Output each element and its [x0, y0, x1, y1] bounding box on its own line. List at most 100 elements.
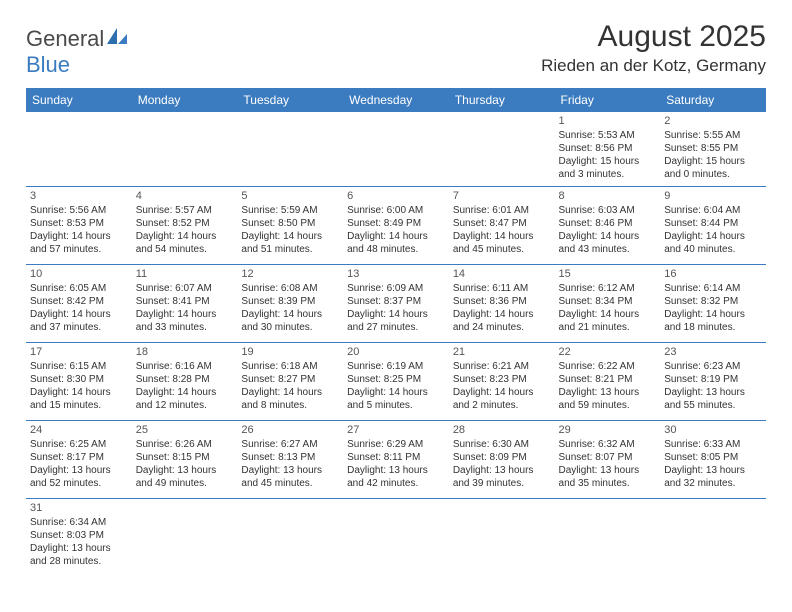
day-sunset: Sunset: 8:46 PM [559, 217, 657, 230]
calendar-day-cell: 12Sunrise: 6:08 AMSunset: 8:39 PMDayligh… [237, 264, 343, 342]
calendar-empty-cell [343, 498, 449, 576]
day-number: 13 [347, 267, 445, 281]
day-sunrise: Sunrise: 6:09 AM [347, 282, 445, 295]
calendar-day-cell: 19Sunrise: 6:18 AMSunset: 8:27 PMDayligh… [237, 342, 343, 420]
day-sunset: Sunset: 8:21 PM [559, 373, 657, 386]
day-sunset: Sunset: 8:36 PM [453, 295, 551, 308]
day-sunrise: Sunrise: 6:25 AM [30, 438, 128, 451]
calendar-empty-cell [660, 498, 766, 576]
calendar-day-cell: 9Sunrise: 6:04 AMSunset: 8:44 PMDaylight… [660, 186, 766, 264]
day-daylight2: and 40 minutes. [664, 243, 762, 256]
day-number: 22 [559, 345, 657, 359]
day-sunset: Sunset: 8:11 PM [347, 451, 445, 464]
day-number: 14 [453, 267, 551, 281]
calendar-day-cell: 18Sunrise: 6:16 AMSunset: 8:28 PMDayligh… [132, 342, 238, 420]
day-daylight2: and 48 minutes. [347, 243, 445, 256]
day-sunset: Sunset: 8:27 PM [241, 373, 339, 386]
calendar-empty-cell [237, 112, 343, 186]
day-daylight1: Daylight: 14 hours [453, 308, 551, 321]
day-sunset: Sunset: 8:52 PM [136, 217, 234, 230]
day-daylight2: and 5 minutes. [347, 399, 445, 412]
day-number: 19 [241, 345, 339, 359]
day-number: 11 [136, 267, 234, 281]
day-sunset: Sunset: 8:13 PM [241, 451, 339, 464]
day-sunrise: Sunrise: 6:34 AM [30, 516, 128, 529]
day-sunrise: Sunrise: 6:05 AM [30, 282, 128, 295]
day-sunrise: Sunrise: 6:11 AM [453, 282, 551, 295]
calendar-day-cell: 8Sunrise: 6:03 AMSunset: 8:46 PMDaylight… [555, 186, 661, 264]
calendar-week-row: 1Sunrise: 5:53 AMSunset: 8:56 PMDaylight… [26, 112, 766, 186]
day-number: 31 [30, 501, 128, 515]
day-daylight2: and 54 minutes. [136, 243, 234, 256]
day-daylight2: and 21 minutes. [559, 321, 657, 334]
day-sunset: Sunset: 8:37 PM [347, 295, 445, 308]
day-daylight1: Daylight: 14 hours [347, 308, 445, 321]
day-daylight2: and 18 minutes. [664, 321, 762, 334]
calendar-day-cell: 10Sunrise: 6:05 AMSunset: 8:42 PMDayligh… [26, 264, 132, 342]
day-number: 26 [241, 423, 339, 437]
day-daylight2: and 37 minutes. [30, 321, 128, 334]
calendar-empty-cell [237, 498, 343, 576]
day-daylight2: and 49 minutes. [136, 477, 234, 490]
calendar-day-cell: 15Sunrise: 6:12 AMSunset: 8:34 PMDayligh… [555, 264, 661, 342]
day-sunset: Sunset: 8:53 PM [30, 217, 128, 230]
calendar-empty-cell [449, 112, 555, 186]
day-number: 9 [664, 189, 762, 203]
month-title: August 2025 [541, 20, 766, 54]
day-sunrise: Sunrise: 6:07 AM [136, 282, 234, 295]
calendar-empty-cell [555, 498, 661, 576]
day-number: 12 [241, 267, 339, 281]
day-daylight2: and 59 minutes. [559, 399, 657, 412]
day-daylight2: and 8 minutes. [241, 399, 339, 412]
day-sunrise: Sunrise: 5:53 AM [559, 129, 657, 142]
day-daylight1: Daylight: 13 hours [559, 464, 657, 477]
day-sunset: Sunset: 8:50 PM [241, 217, 339, 230]
calendar-day-cell: 22Sunrise: 6:22 AMSunset: 8:21 PMDayligh… [555, 342, 661, 420]
day-number: 21 [453, 345, 551, 359]
day-sunrise: Sunrise: 6:26 AM [136, 438, 234, 451]
day-sunset: Sunset: 8:34 PM [559, 295, 657, 308]
day-sunset: Sunset: 8:23 PM [453, 373, 551, 386]
day-daylight1: Daylight: 13 hours [664, 464, 762, 477]
day-daylight1: Daylight: 14 hours [136, 386, 234, 399]
day-daylight2: and 55 minutes. [664, 399, 762, 412]
day-daylight1: Daylight: 13 hours [453, 464, 551, 477]
day-daylight1: Daylight: 13 hours [241, 464, 339, 477]
calendar-day-cell: 21Sunrise: 6:21 AMSunset: 8:23 PMDayligh… [449, 342, 555, 420]
day-number: 6 [347, 189, 445, 203]
calendar-week-row: 10Sunrise: 6:05 AMSunset: 8:42 PMDayligh… [26, 264, 766, 342]
day-number: 4 [136, 189, 234, 203]
calendar-day-cell: 14Sunrise: 6:11 AMSunset: 8:36 PMDayligh… [449, 264, 555, 342]
day-sunrise: Sunrise: 6:19 AM [347, 360, 445, 373]
day-number: 8 [559, 189, 657, 203]
calendar-day-cell: 11Sunrise: 6:07 AMSunset: 8:41 PMDayligh… [132, 264, 238, 342]
calendar-day-cell: 29Sunrise: 6:32 AMSunset: 8:07 PMDayligh… [555, 420, 661, 498]
calendar-day-cell: 27Sunrise: 6:29 AMSunset: 8:11 PMDayligh… [343, 420, 449, 498]
calendar-day-cell: 5Sunrise: 5:59 AMSunset: 8:50 PMDaylight… [237, 186, 343, 264]
day-number: 29 [559, 423, 657, 437]
day-sunset: Sunset: 8:19 PM [664, 373, 762, 386]
day-sunset: Sunset: 8:17 PM [30, 451, 128, 464]
day-number: 15 [559, 267, 657, 281]
day-number: 18 [136, 345, 234, 359]
day-sunset: Sunset: 8:30 PM [30, 373, 128, 386]
day-sunrise: Sunrise: 6:32 AM [559, 438, 657, 451]
day-daylight2: and 0 minutes. [664, 168, 762, 181]
calendar-week-row: 31Sunrise: 6:34 AMSunset: 8:03 PMDayligh… [26, 498, 766, 576]
day-daylight1: Daylight: 14 hours [453, 230, 551, 243]
calendar-empty-cell [132, 498, 238, 576]
day-daylight2: and 3 minutes. [559, 168, 657, 181]
logo-sail-icon [107, 26, 129, 51]
day-daylight1: Daylight: 13 hours [30, 464, 128, 477]
day-sunrise: Sunrise: 5:59 AM [241, 204, 339, 217]
day-daylight2: and 39 minutes. [453, 477, 551, 490]
day-number: 24 [30, 423, 128, 437]
calendar-week-row: 3Sunrise: 5:56 AMSunset: 8:53 PMDaylight… [26, 186, 766, 264]
day-sunset: Sunset: 8:09 PM [453, 451, 551, 464]
logo-text-1: General [26, 26, 104, 51]
day-sunset: Sunset: 8:56 PM [559, 142, 657, 155]
day-number: 30 [664, 423, 762, 437]
calendar-day-cell: 13Sunrise: 6:09 AMSunset: 8:37 PMDayligh… [343, 264, 449, 342]
calendar-day-cell: 4Sunrise: 5:57 AMSunset: 8:52 PMDaylight… [132, 186, 238, 264]
day-daylight2: and 43 minutes. [559, 243, 657, 256]
